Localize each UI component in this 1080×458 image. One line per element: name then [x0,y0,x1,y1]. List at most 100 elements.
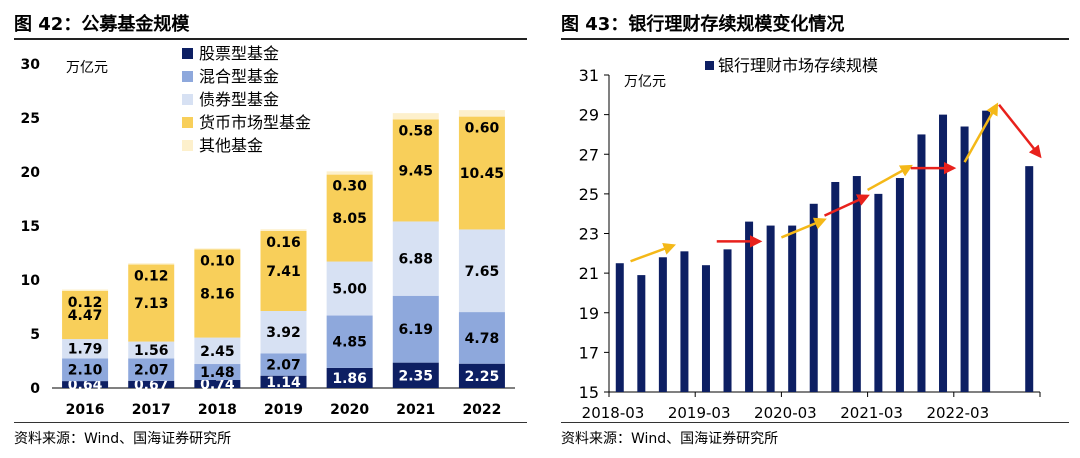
x-tick-label: 2021 [396,402,435,418]
y-tick-label: 31 [579,66,599,85]
bar-segment-money [62,290,109,340]
legend-label-stock: 股票型基金 [199,44,279,63]
y-tick-label: 29 [579,106,599,125]
bar-segment-money [392,119,439,222]
bar-segment-money [326,174,373,262]
data-label-hybrid: 4.78 [465,331,500,347]
y-tick-label: 23 [579,225,599,244]
bar-segment-bond [62,339,109,359]
bank-wealth-bar [939,114,948,392]
bank-wealth-bar [723,249,732,392]
data-label-stock: 1.86 [332,371,367,387]
bar-segment-stock [62,381,109,388]
bar-segment-money [458,116,505,230]
x-tick-label: 2020 [330,402,369,418]
legend-swatch-money [182,117,193,128]
y-tick-label: 27 [579,145,599,164]
y-tick-label: 30 [21,57,41,73]
bar-segment-bond [260,310,307,354]
legend-swatch-hybrid [182,71,193,82]
bar-segment-other [392,113,439,120]
right-chart-title: 图 43：银行理财存续规模变化情况 [561,14,845,35]
data-label-stock: 0.74 [200,377,235,393]
data-label-other: 0.60 [465,121,500,137]
data-label-stock: 0.67 [134,377,169,393]
left-source-rule [14,422,527,423]
data-label-bond: 2.45 [200,344,235,360]
bar-segment-bond [392,221,439,296]
bank-wealth-bar [658,257,667,392]
bar-segment-money [260,230,307,311]
bar-segment-hybrid [260,353,307,376]
y-unit-label: 万亿元 [624,74,666,90]
data-label-hybrid: 4.85 [332,335,367,351]
bar-segment-hybrid [458,312,505,364]
bank-wealth-bar [615,263,624,392]
y-tick-label: 19 [579,304,599,323]
bar-segment-bond [458,229,505,313]
y-tick-label: 10 [21,273,41,289]
y-tick-label: 21 [579,264,599,283]
right-source: 资料来源：Wind、国海证券研究所 [561,431,779,447]
data-label-hybrid: 2.07 [134,363,169,379]
bar-segment-other [260,229,307,231]
data-label-money: 9.45 [399,163,434,179]
data-label-money: 4.47 [68,308,103,324]
x-tick-label: 2020-03 [754,404,817,422]
bank-wealth-bar [766,225,775,392]
x-tick-label: 2019 [264,402,303,418]
left-chart-title: 图 42：公募基金规模 [14,14,190,35]
bar-segment-bond [326,261,373,316]
trend-arrow [780,217,827,239]
bank-wealth-bar [917,134,926,392]
bar-segment-hybrid [392,295,439,363]
data-label-stock: 2.25 [465,369,500,385]
bank-wealth-bar [895,178,904,392]
bank-wealth-bar [680,251,689,392]
y-unit-label: 万亿元 [66,60,108,76]
left-source: 资料来源：Wind、国海证券研究所 [14,431,232,447]
data-label-hybrid: 1.48 [200,365,235,381]
data-label-other: 0.58 [399,123,434,139]
bar-segment-stock [260,375,307,388]
bar-segment-stock [194,380,241,388]
data-label-other: 0.12 [68,295,103,311]
bank-wealth-bar [852,176,861,392]
legend-label-money: 货币市场型基金 [199,113,311,132]
y-tick-label: 25 [579,185,599,204]
data-label-other: 0.16 [266,235,301,251]
data-label-bond: 5.00 [332,282,367,298]
data-label-bond: 7.65 [465,264,500,280]
legend-swatch-bond [182,94,193,105]
bar-segment-other [326,171,373,175]
bank-wealth-bar [874,193,883,392]
x-tick-label: 2021-03 [840,404,903,422]
legend-swatch [705,61,714,70]
data-label-other: 0.12 [134,269,169,285]
x-tick-label: 2019-03 [668,404,731,422]
legend-label-bond: 债券型基金 [199,90,279,109]
y-tick-label: 17 [579,343,599,362]
data-label-money: 7.13 [134,296,169,312]
y-tick-label: 15 [21,219,40,235]
data-label-stock: 0.64 [68,378,103,394]
x-tick-label: 2017 [132,402,171,418]
bank-wealth-bar [960,126,969,392]
data-label-other: 0.10 [200,253,235,269]
data-label-hybrid: 2.07 [266,358,301,374]
y-tick-label: 20 [21,165,41,181]
bar-segment-hybrid [62,358,109,382]
y-tick-label: 15 [579,383,599,402]
bar-segment-other [194,248,241,250]
data-label-bond: 1.79 [68,342,103,358]
y-tick-label: 5 [30,327,40,343]
bar-segment-hybrid [128,358,175,381]
bank-wealth-bar [831,181,840,392]
bar-segment-money [194,249,241,338]
data-label-other: 0.30 [332,179,367,195]
legend-swatch-stock [182,48,193,59]
trend-arrow [823,194,870,217]
data-label-money: 8.05 [332,211,367,227]
data-label-money: 7.41 [266,264,301,280]
